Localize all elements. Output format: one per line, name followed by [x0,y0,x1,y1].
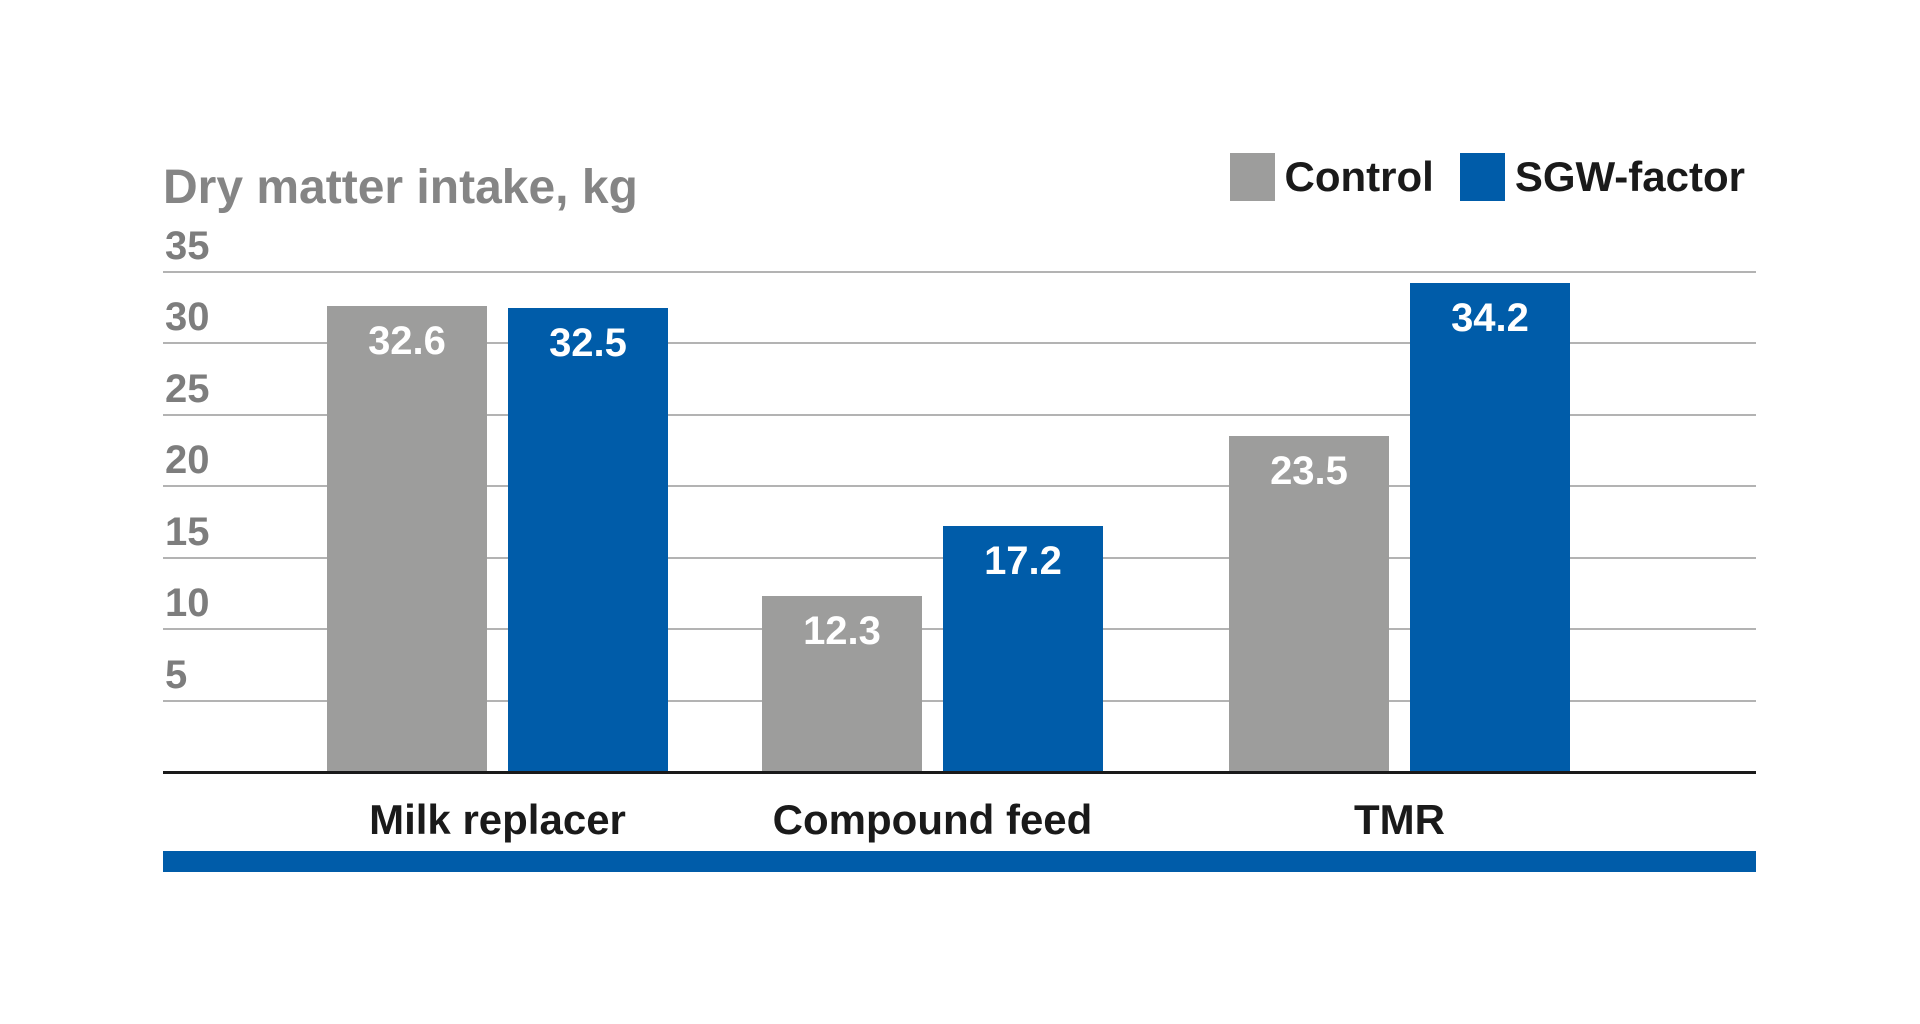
bar-control-tmr: 23.5 [1229,436,1389,772]
category-label-milk-replacer: Milk replacer [369,796,626,843]
bar-value-label: 23.5 [1270,449,1348,493]
y-tick-label-35: 35 [165,224,210,268]
gridline-y-20 [163,485,1756,488]
bar-value-label: 12.3 [803,609,881,653]
gridline-y-35 [163,271,1756,273]
plot-area: 5 10 15 20 25 30 35 32.6 32.5 12.3 17.2 23.5 34.2 [163,222,1756,775]
chart-title: Dry matter intake, kg [163,161,638,214]
y-tick-label-15: 15 [165,509,210,554]
bottom-accent-bar [163,851,1756,872]
bar-value-label: 17.2 [984,539,1062,583]
legend: Control SGW-factor [1229,153,1745,201]
legend-label: SGW-factor [1514,153,1745,200]
bar-control-milk-replacer: 32.6 [327,306,487,772]
y-tick-label-25: 25 [165,366,210,411]
y-tick-label-5: 5 [165,652,188,697]
y-tick-label-20: 20 [165,438,210,483]
legend-label: Control [1284,153,1434,200]
bar-value-label: 32.5 [549,321,627,365]
bar-value-label: 34.2 [1451,296,1529,340]
bar-sgw-factor-milk-replacer: 32.5 [508,308,668,772]
legend-item-control: Control [1229,153,1434,201]
bar-value-label: 32.6 [368,319,446,363]
gridline-y-30 [163,342,1756,345]
y-tick-label-30: 30 [165,295,210,340]
bar-sgw-factor-tmr: 34.2 [1410,283,1570,772]
category-label-compound-feed: Compound feed [772,796,1093,843]
legend-item-sgw-factor: SGW-factor [1459,153,1745,201]
x-axis-line [163,771,1756,774]
category-label-tmr: TMR [1354,796,1445,843]
bar-sgw-factor-compound-feed: 17.2 [943,526,1103,772]
legend-swatch-control [1229,153,1275,201]
y-tick-label-10: 10 [165,581,210,626]
legend-swatch-sgw-factor [1459,153,1505,201]
bar-control-compound-feed: 12.3 [762,596,922,772]
gridline-y-25 [163,413,1756,416]
